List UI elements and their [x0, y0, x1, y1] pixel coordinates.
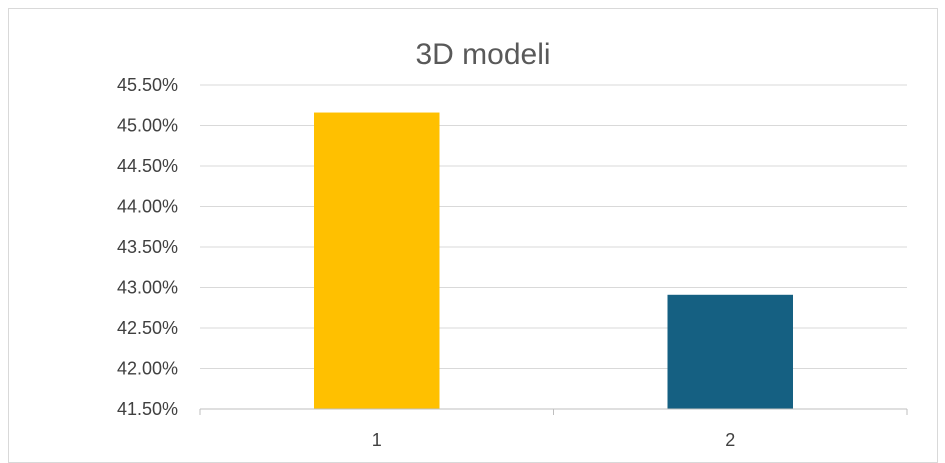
x-tick-label: 2 [725, 430, 735, 450]
y-tick-label: 44.50% [117, 156, 178, 176]
y-axis-ticks: 41.50% 42.00% 42.50% 43.00% 43.50% 44.00% 44.5… [117, 75, 178, 419]
bar-1 [314, 112, 440, 409]
chart-title: 3D modeli [415, 38, 550, 71]
bar-2 [667, 294, 793, 409]
x-axis [199, 408, 908, 415]
bars [314, 112, 793, 409]
y-tick-label: 41.50% [117, 399, 178, 419]
gridlines [200, 84, 907, 369]
y-tick-label: 42.00% [117, 359, 178, 379]
y-tick-label: 42.50% [117, 318, 178, 338]
y-tick-label: 44.00% [117, 197, 178, 217]
y-tick-label: 45.50% [117, 75, 178, 95]
y-tick-label: 43.00% [117, 278, 178, 298]
x-tick-label: 1 [372, 430, 382, 450]
y-tick-label: 43.50% [117, 237, 178, 257]
y-tick-label: 45.00% [117, 116, 178, 136]
